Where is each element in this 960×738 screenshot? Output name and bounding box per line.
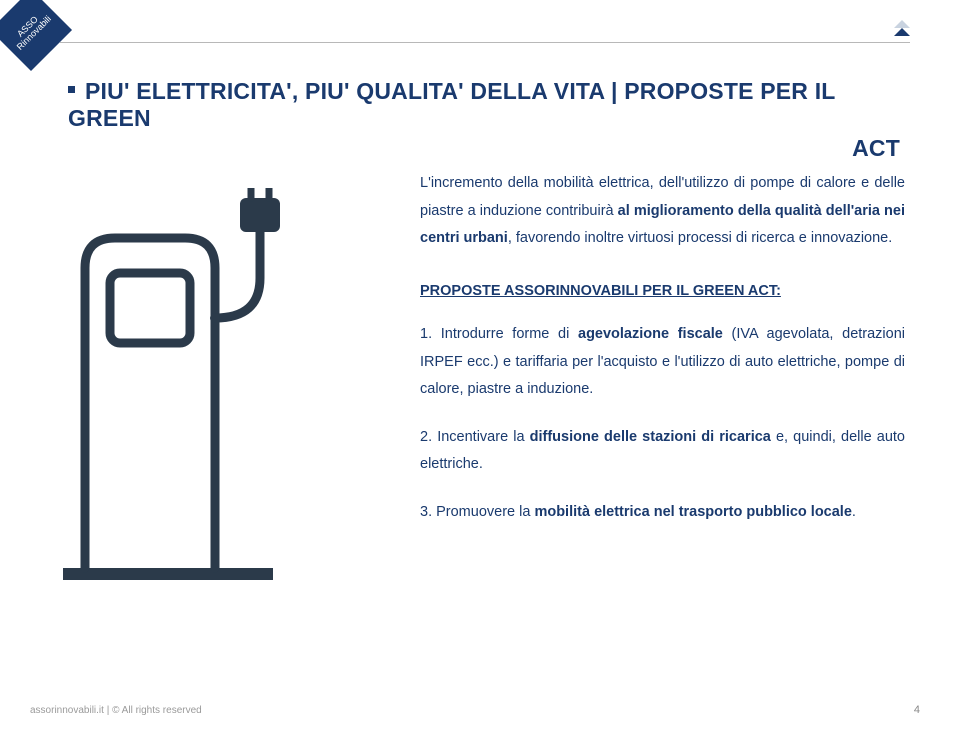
p2-a: 2. Incentivare la xyxy=(420,429,530,445)
proposals-title: PROPOSTE ASSORINNOVABILI PER IL GREEN AC… xyxy=(420,278,905,306)
p3-a: 3. Promuovere la xyxy=(420,504,534,520)
title-line1: PIU' ELETTRICITA', PIU' QUALITA' DELLA V… xyxy=(68,78,835,131)
header-rule xyxy=(60,42,910,43)
title-line2: ACT xyxy=(68,135,900,162)
intro-paragraph: L'incremento della mobilità elettrica, d… xyxy=(420,170,905,253)
charging-station-icon xyxy=(55,188,375,588)
header-arrow-icon xyxy=(889,18,915,44)
proposal-1: 1. Introdurre forme di agevolazione fisc… xyxy=(420,321,905,404)
footer-text: assorinnovabili.it | © All rights reserv… xyxy=(30,705,202,716)
p3-b: mobilità elettrica nel trasporto pubblic… xyxy=(534,504,851,520)
content-column: L'incremento della mobilità elettrica, d… xyxy=(420,170,905,546)
title-bullet-icon xyxy=(68,86,75,93)
page-number: 4 xyxy=(914,704,920,716)
page-title: PIU' ELETTRICITA', PIU' QUALITA' DELLA V… xyxy=(68,78,900,162)
p2-b: diffusione delle stazioni di ricarica xyxy=(530,429,771,445)
brand-logo: ASSO Rinnovabili xyxy=(0,0,72,71)
brand-logo-text: ASSO Rinnovabili xyxy=(4,3,58,57)
intro-t3: , favorendo inoltre virtuosi processi di… xyxy=(508,230,892,246)
proposal-3: 3. Promuovere la mobilità elettrica nel … xyxy=(420,499,905,527)
proposal-2: 2. Incentivare la diffusione delle stazi… xyxy=(420,424,905,479)
p1-a: 1. Introdurre forme di xyxy=(420,326,578,342)
p3-c: . xyxy=(852,504,856,520)
p1-b: agevolazione fiscale xyxy=(578,326,723,342)
body: L'incremento della mobilità elettrica, d… xyxy=(55,170,905,668)
